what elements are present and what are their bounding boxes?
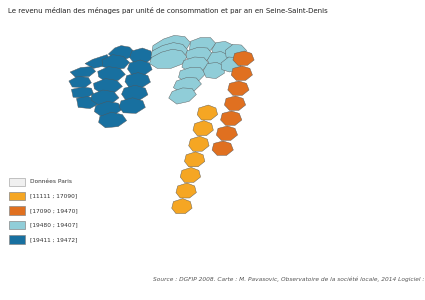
Polygon shape [94, 79, 122, 94]
Polygon shape [203, 62, 224, 79]
Polygon shape [172, 199, 192, 214]
Polygon shape [85, 55, 110, 68]
Polygon shape [193, 121, 213, 136]
Polygon shape [233, 51, 254, 65]
Polygon shape [98, 67, 125, 82]
Polygon shape [207, 52, 229, 68]
Polygon shape [216, 126, 238, 140]
Polygon shape [69, 76, 91, 88]
Polygon shape [189, 136, 209, 151]
Polygon shape [197, 105, 218, 120]
Polygon shape [186, 47, 212, 64]
Polygon shape [180, 167, 201, 182]
Polygon shape [212, 141, 233, 155]
Bar [8, 235, 25, 244]
Polygon shape [184, 152, 205, 167]
Text: [19480 ; 19407]: [19480 ; 19407] [30, 223, 77, 227]
Bar [8, 178, 25, 186]
Text: [17090 ; 19470]: [17090 ; 19470] [30, 208, 77, 213]
Polygon shape [221, 111, 242, 125]
Text: [11111 ; 17090]: [11111 ; 17090] [30, 194, 77, 199]
Polygon shape [225, 44, 246, 59]
Polygon shape [70, 67, 96, 77]
Polygon shape [94, 101, 122, 116]
Polygon shape [71, 87, 94, 98]
Bar [8, 192, 25, 200]
Polygon shape [108, 46, 134, 60]
Polygon shape [176, 183, 196, 198]
Polygon shape [221, 57, 242, 72]
Polygon shape [152, 35, 190, 54]
Bar [8, 206, 25, 215]
Text: Données Paris: Données Paris [30, 179, 72, 184]
Polygon shape [224, 96, 246, 110]
Polygon shape [212, 41, 233, 58]
Polygon shape [182, 57, 209, 73]
Polygon shape [150, 49, 187, 68]
Polygon shape [76, 97, 99, 109]
Polygon shape [190, 38, 216, 53]
Polygon shape [119, 98, 145, 113]
Polygon shape [173, 77, 201, 94]
Polygon shape [130, 48, 153, 64]
Polygon shape [122, 85, 148, 101]
Polygon shape [178, 67, 206, 83]
Text: Source : DGFIP 2008. Carte : M. Pavasovic, Observatoire de la société locale, 20: Source : DGFIP 2008. Carte : M. Pavasovi… [153, 277, 425, 282]
Polygon shape [99, 112, 127, 128]
Polygon shape [228, 81, 249, 95]
Text: [19411 ; 19472]: [19411 ; 19472] [30, 237, 77, 242]
Polygon shape [231, 66, 252, 80]
Polygon shape [91, 90, 119, 105]
Text: Le revenu médian des ménages par unité de consommation et par an en Seine-Saint-: Le revenu médian des ménages par unité d… [8, 8, 328, 14]
Polygon shape [169, 88, 196, 104]
Polygon shape [125, 73, 150, 88]
Bar [8, 221, 25, 229]
Polygon shape [102, 55, 130, 70]
Polygon shape [128, 60, 152, 76]
Polygon shape [151, 43, 188, 62]
